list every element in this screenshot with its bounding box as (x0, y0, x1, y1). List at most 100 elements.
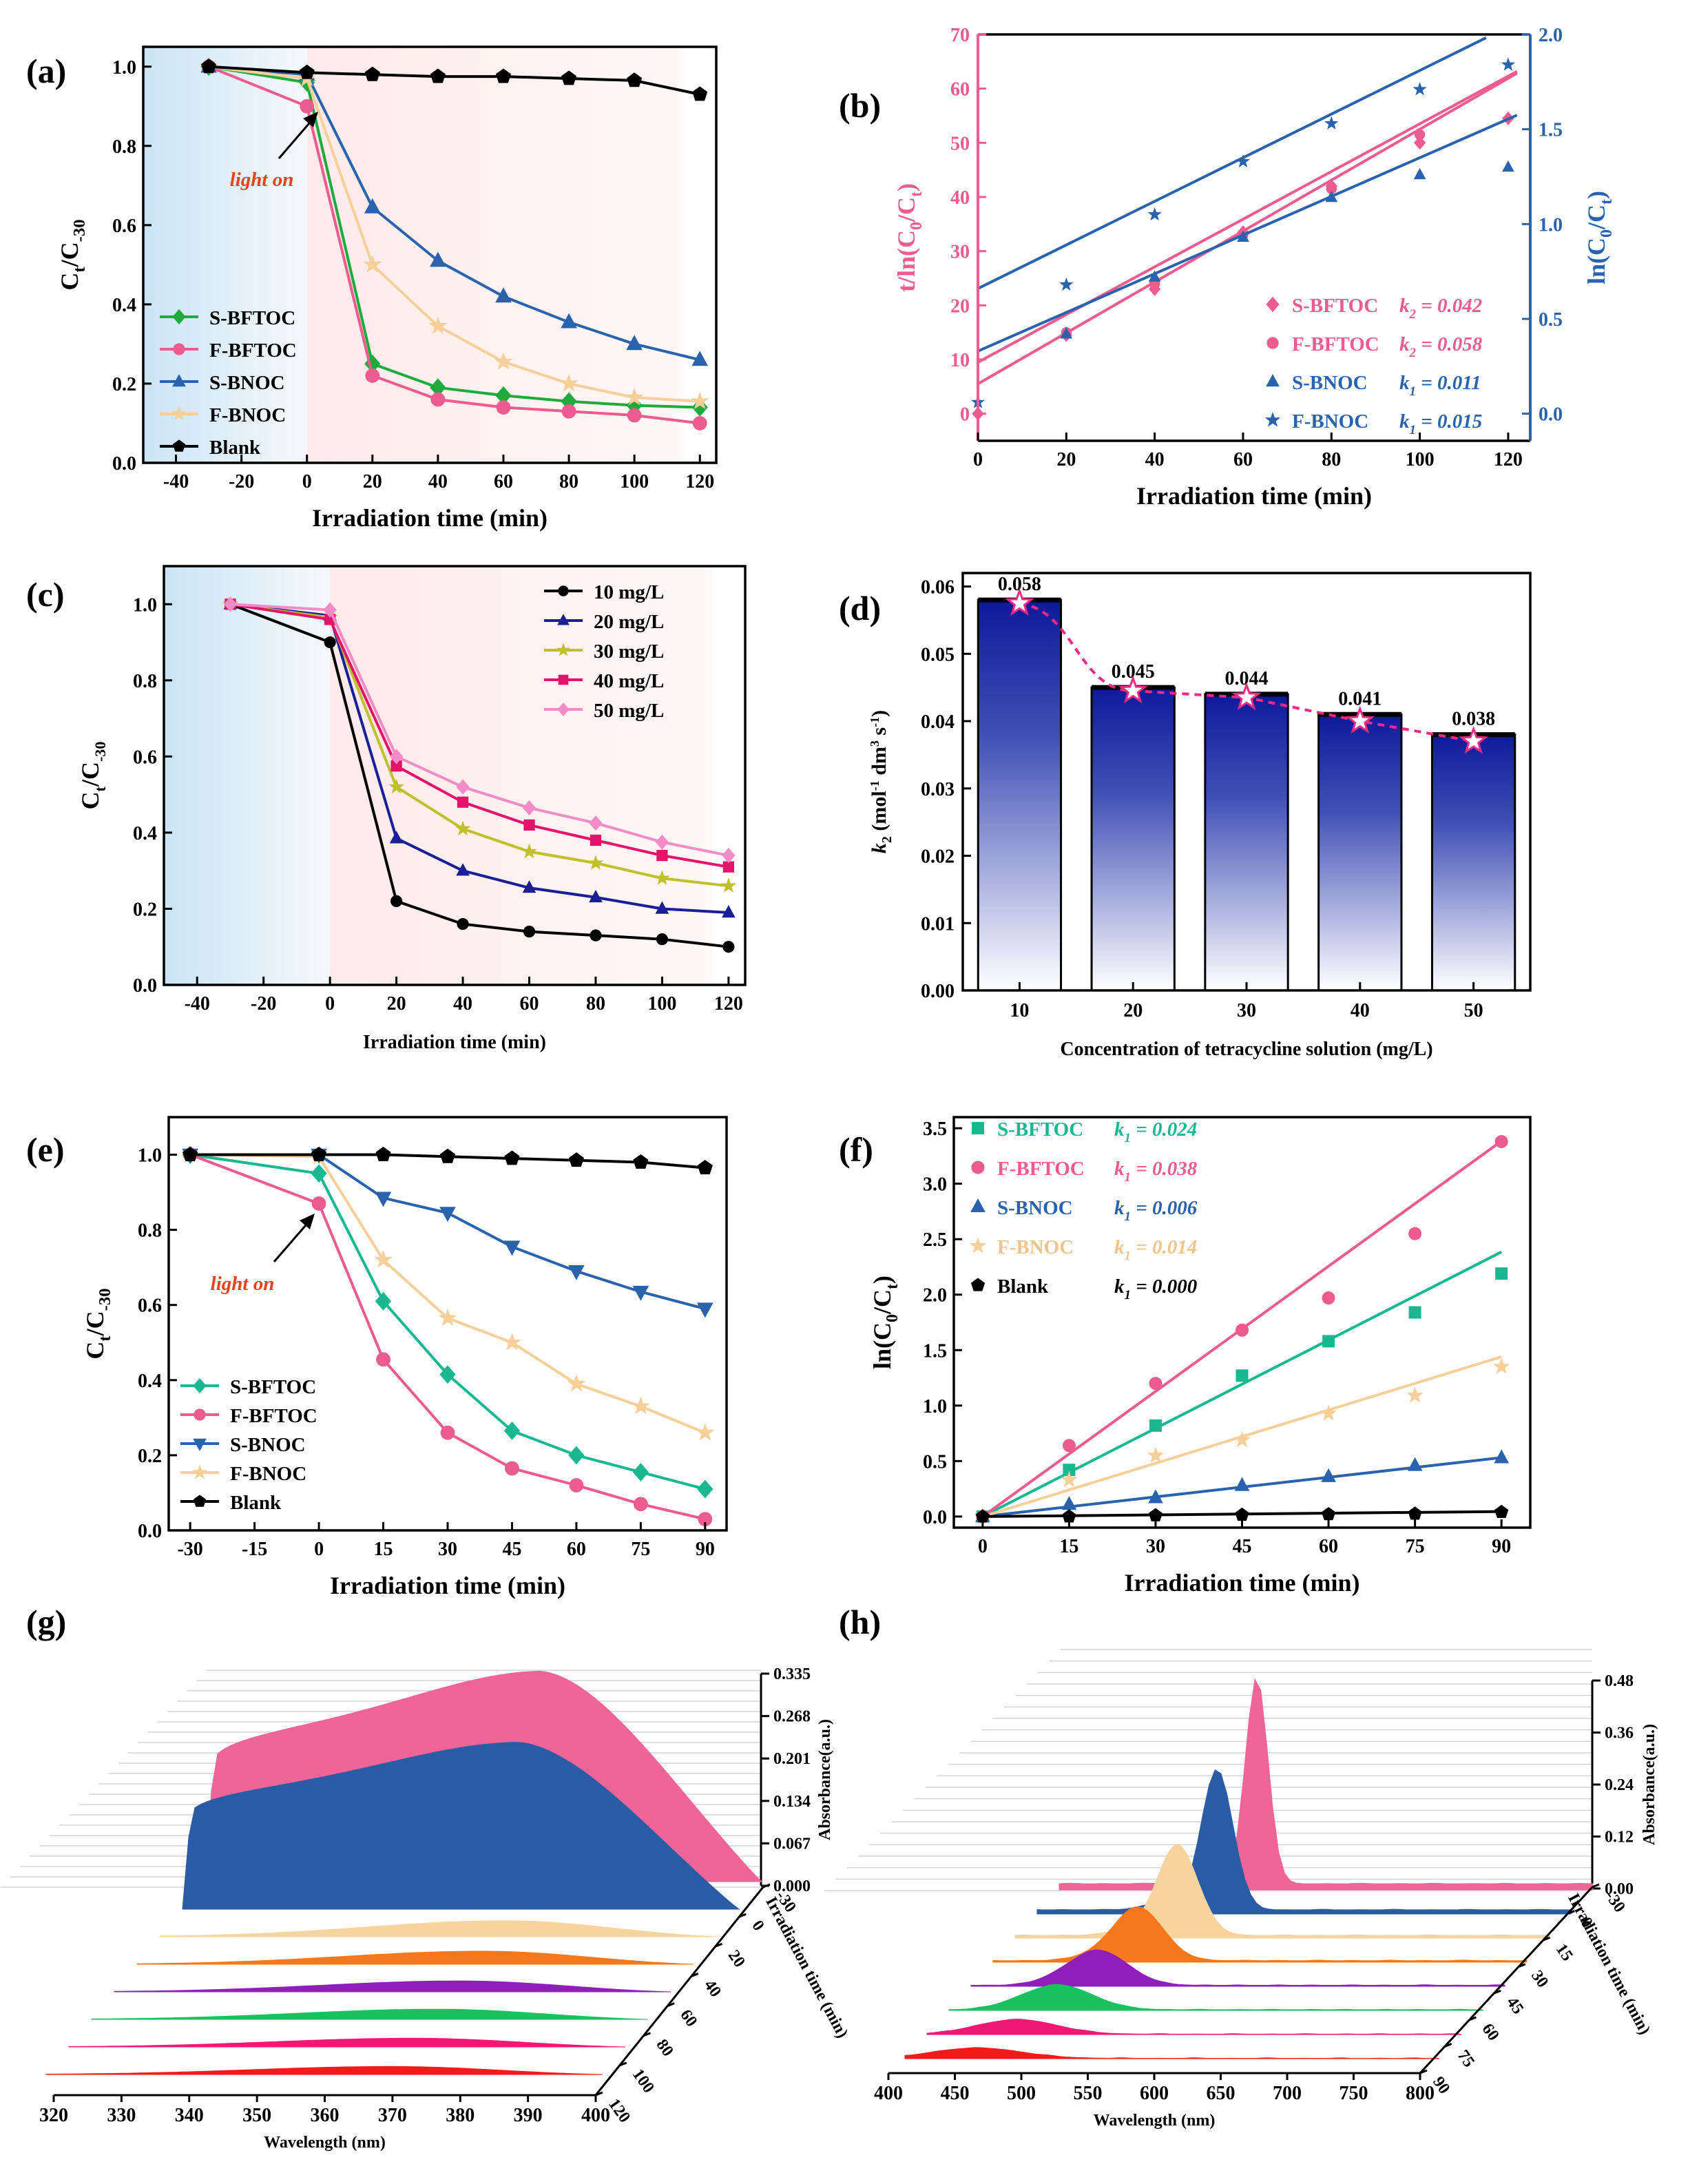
data-point-10 mg/L (656, 933, 669, 946)
data-point-S-BFTOC (568, 1446, 585, 1465)
x-tick-label: 60 (567, 1539, 586, 1560)
panel-label: (c) (26, 575, 65, 614)
y-tick-label: 0.8 (133, 671, 157, 692)
chart-g: 0.000 0.067 0.134 0.201 0.268 0.335 Absorbance… (0, 1665, 851, 2152)
rate-k: k (1114, 1197, 1125, 1219)
data-point-S-BNOC (430, 251, 446, 267)
data-point-S-BNOC (632, 1285, 649, 1301)
wavelength-tick-label: 330 (107, 2105, 136, 2126)
time-tick (1567, 1910, 1575, 1915)
data-point-Blank (568, 1152, 584, 1167)
y-title-part: ) (868, 710, 890, 717)
bar-20 (1090, 686, 1176, 992)
spectrum-trace-80 (91, 2008, 649, 2020)
chart-e: -30 -15 0 15 30 45 60 75 90 0.0 0.2 0.4 0.6 0.8 1.0 Irr… (81, 1116, 728, 1599)
time-axis (1419, 1886, 1594, 2074)
absorbance-tick-label: 0.335 (773, 1665, 811, 1683)
wavelength-tick-label: 550 (1074, 2083, 1103, 2104)
time-tick-label: 40 (700, 1977, 725, 2001)
time-tick-label: 60 (1479, 2020, 1503, 2044)
legend-marker (970, 1198, 986, 1212)
rate-k: k (1399, 333, 1410, 355)
y-tick-label: 1.0 (138, 1145, 162, 1167)
absorbance-axis-title: Absorbance(a.u.) (816, 1719, 834, 1840)
data-point-S-BNOC (503, 1240, 521, 1256)
data-point-S-BNOC (1148, 1489, 1163, 1504)
y-title-part: 3 (868, 740, 882, 747)
spectrum-trace-0 (182, 1742, 740, 1910)
y-tick-label: 1.5 (923, 1340, 947, 1362)
x-tick-label: 45 (1233, 1536, 1252, 1557)
data-point-F-BNOC (428, 316, 448, 335)
data-point-40 mg/L (523, 819, 535, 831)
y-left-tick-label: 10 (950, 350, 970, 371)
data-point-Blank (1235, 1507, 1249, 1521)
y-title-part: k (868, 843, 890, 853)
y-tick-label: 0.02 (921, 846, 955, 868)
legend-marker (172, 439, 186, 452)
wavelength-tick-label: 650 (1207, 2083, 1236, 2104)
data-point-S-BFTOC (632, 1463, 649, 1481)
time-tick (1468, 2016, 1477, 2021)
data-point-F-BNOC (567, 1374, 586, 1392)
spectrum-trace-90 (904, 2047, 1439, 2059)
legend-rate-constant: k1 = 0.024 (1114, 1119, 1197, 1145)
legend-rate-constant: k1 = 0.006 (1114, 1197, 1198, 1224)
series-line-10 mg/L (229, 603, 729, 948)
x-tick-label: 10 (1010, 1000, 1029, 1021)
legend-label: Blank (230, 1492, 282, 1514)
rate-k-subscript: 1 (1125, 1249, 1132, 1263)
data-point-Blank (183, 1146, 198, 1161)
data-point-30 mg/L (587, 855, 604, 870)
data-point-Blank (504, 1150, 520, 1165)
legend-marker (193, 1495, 207, 1507)
time-tick-label: 15 (1552, 1941, 1576, 1965)
fit-line-S-BFTOC (981, 1250, 1503, 1518)
legend-label: 30 mg/L (594, 641, 664, 663)
series-line-S-BFTOC (208, 65, 700, 409)
x-tick-label: 20 (1056, 449, 1076, 470)
rate-k-value: = 0.000 (1131, 1276, 1197, 1298)
y-right-axis-title: ln(C0/Ct) (1583, 191, 1616, 284)
data-point-40 mg/L (656, 849, 668, 862)
x-tick-label: 90 (1492, 1536, 1511, 1557)
data-point-F-BFTOC (569, 1478, 584, 1493)
x-tick-label: -20 (251, 993, 276, 1015)
rate-k-subscript: 1 (1410, 423, 1417, 437)
data-point-20 mg/L (522, 880, 536, 893)
data-point-F-BNOC (559, 373, 579, 392)
data-point-F-BNOC (1492, 1358, 1510, 1374)
y-title-part: ) (893, 183, 920, 191)
x-tick-label: 0 (325, 993, 335, 1015)
plot-frame (163, 565, 747, 986)
data-point-30 mg/L (388, 778, 404, 794)
data-point-F-BFTOC (633, 1497, 648, 1512)
x-tick-label: 100 (647, 993, 676, 1015)
data-point-F-BFTOC (496, 400, 511, 415)
bar-40 (1317, 713, 1403, 992)
x-tick-label: 60 (494, 471, 513, 492)
x-tick-label: -40 (163, 471, 189, 492)
panel-label: (b) (839, 86, 881, 125)
spectrum-trace-45 (970, 1949, 1505, 1987)
data-point-F-BNOC (1413, 82, 1427, 96)
y-tick-label: 0.6 (138, 1296, 162, 1317)
x-tick-label: 15 (1059, 1536, 1078, 1557)
rate-k: k (1399, 410, 1410, 433)
data-point-F-BNOC (1147, 1446, 1165, 1463)
data-point-Blank (1148, 1508, 1163, 1521)
x-tick-label: 75 (631, 1539, 650, 1560)
data-point-F-BNOC (690, 391, 709, 410)
data-point-S-BNOC (568, 1265, 585, 1280)
time-tick-label: 30 (1528, 1967, 1552, 1991)
wavelength-tick-label: 390 (514, 2105, 543, 2126)
light-on-arrow (278, 118, 315, 159)
y-tick-label: 3.5 (923, 1119, 947, 1140)
legend-marker (557, 703, 570, 716)
absorbance-tick-label: 0.48 (1605, 1672, 1634, 1690)
y-title-part: (mol (868, 791, 890, 836)
chart-h: 0.00 0.12 0.24 0.36 0.48 Absorbance(a.u.) 400 4… (824, 1649, 1658, 2130)
data-point-30 mg/L (654, 870, 670, 885)
y-title-part: -1 (868, 780, 882, 791)
x-tick-label: 120 (685, 471, 714, 492)
